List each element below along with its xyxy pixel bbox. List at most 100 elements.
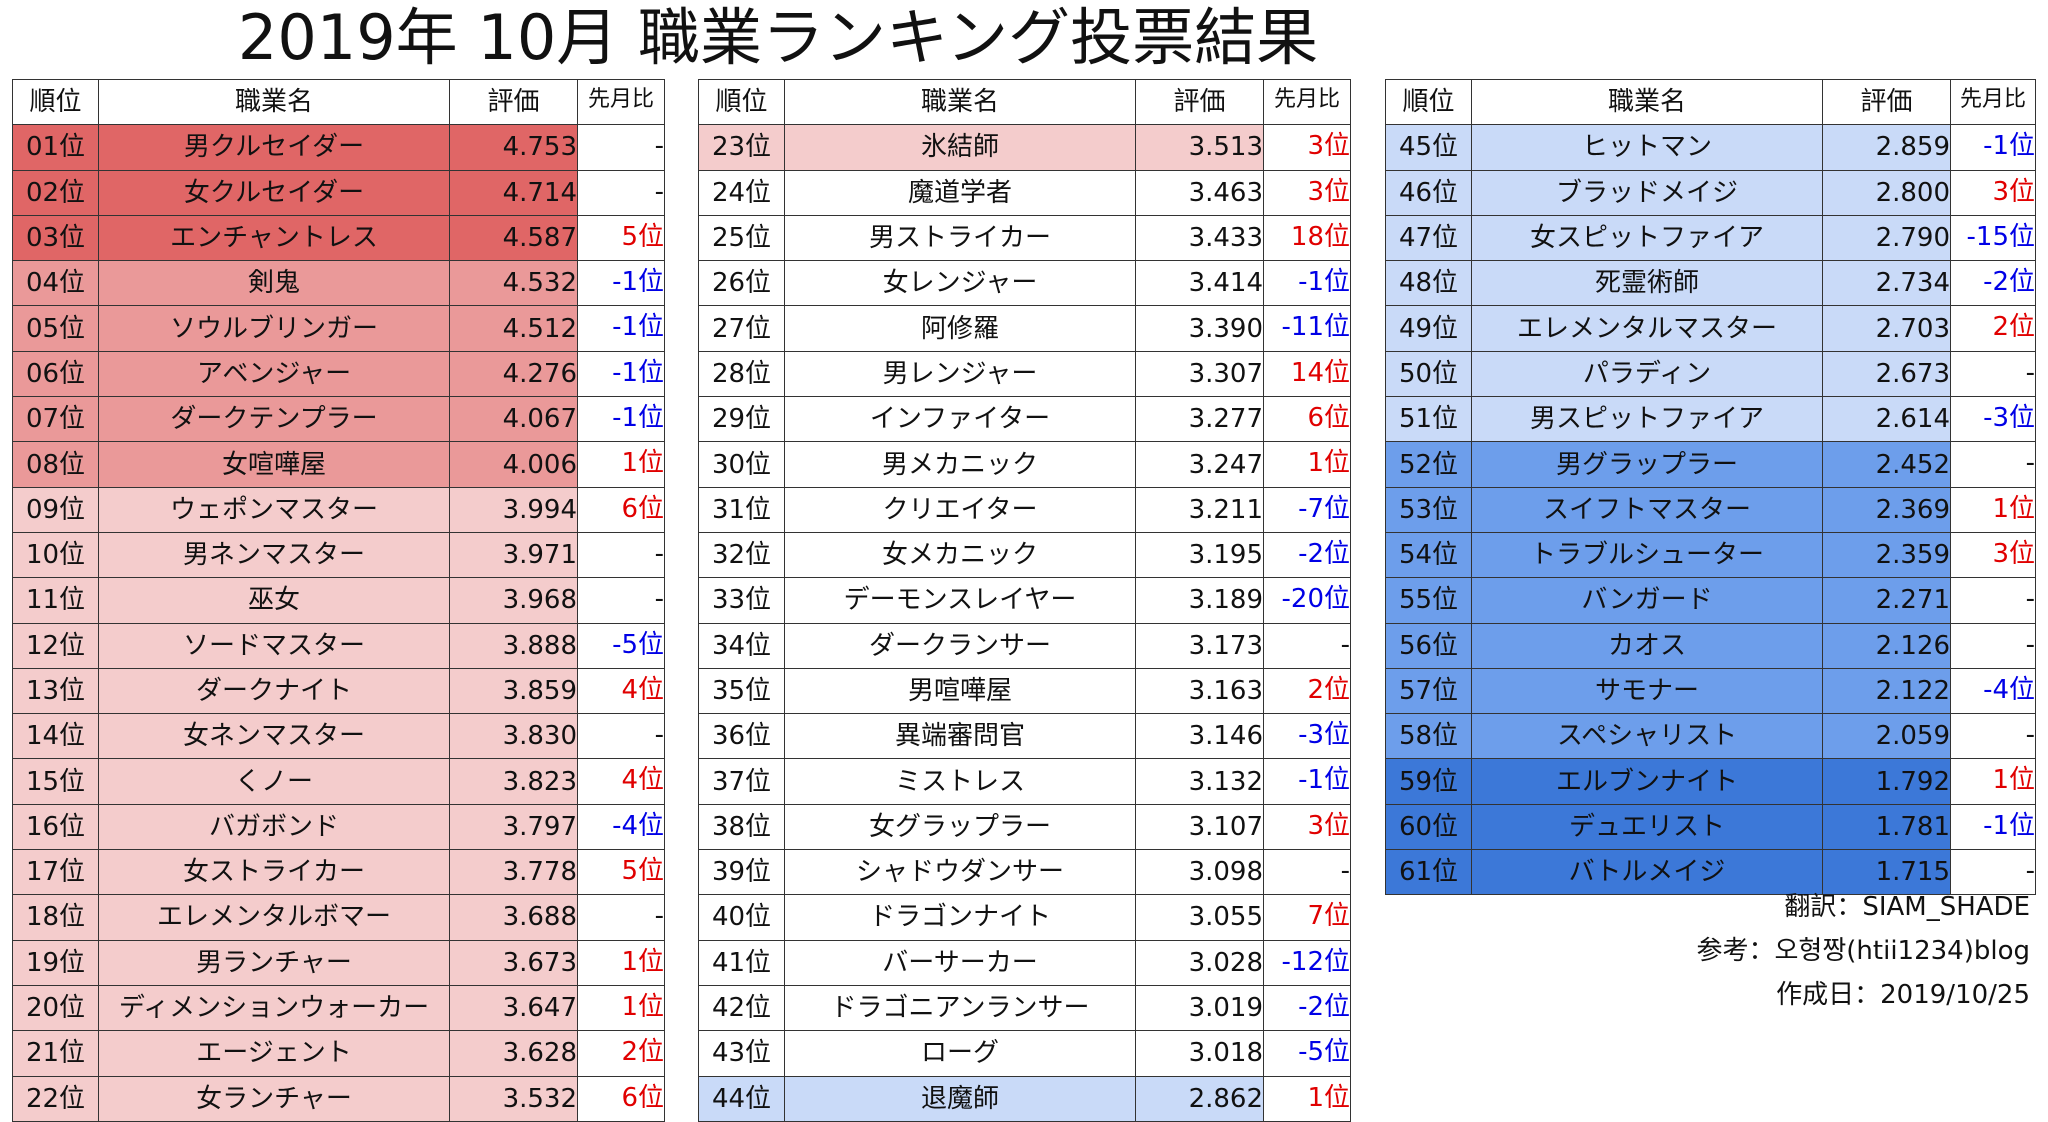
table-row: 40位 ドラゴンナイト 3.055 7位 (698, 894, 1351, 941)
score-cell: 2.790 (1822, 214, 1951, 262)
change-cell: 3位 (1263, 169, 1351, 216)
name-cell: インファイター (784, 396, 1136, 443)
score-cell: 3.195 (1135, 531, 1264, 579)
page-title: 2019年 10月 職業ランキング投票結果 (237, 1, 1319, 74)
name-cell: ディメンションウォーカー (98, 984, 450, 1032)
table-row: 43位 ローグ 3.018 -5位 (698, 1030, 1351, 1077)
change-cell: - (1263, 849, 1351, 896)
score-cell: 2.703 (1822, 305, 1951, 352)
name-cell: 女ランチャー (98, 1075, 450, 1122)
table-row: 44位 退魔師 2.862 1位 (698, 1075, 1351, 1122)
name-cell: エレメンタルマスター (1471, 305, 1823, 352)
name-cell: アベンジャー (98, 350, 450, 398)
name-cell: 異端審問官 (784, 713, 1136, 760)
change-cell: -1位 (1263, 260, 1351, 307)
name-cell: バトルメイジ (1471, 849, 1823, 896)
table-row: 49位 エレメンタルマスター 2.703 2位 (1385, 305, 2036, 352)
score-cell: 3.107 (1135, 803, 1264, 851)
table-row: 46位 ブラッドメイジ 2.800 3位 (1385, 169, 2036, 216)
header-rank: 順位 (1385, 78, 1472, 126)
rank-cell: 34位 (698, 622, 785, 669)
name-cell: エレメンタルボマー (98, 894, 450, 941)
header-score: 評価 (1822, 78, 1951, 126)
table-row: 59位 エルブンナイト 1.792 1位 (1385, 758, 2036, 805)
change-cell: - (1950, 622, 2036, 669)
header-name: 職業名 (784, 78, 1136, 126)
ranking-table-1: 順位 職業名 評価 先月比 01位 男クルセイダー 4.753-02位 女クルセイダー… (12, 78, 665, 1122)
score-cell: 3.888 (449, 622, 578, 669)
change-cell: -1位 (577, 305, 665, 352)
change-cell: -2位 (1263, 531, 1351, 579)
name-cell: 男ランチャー (98, 939, 450, 986)
score-cell: 2.614 (1822, 396, 1951, 443)
table-row: 35位 男喧嘩屋 3.163 2位 (698, 667, 1351, 715)
score-cell: 3.132 (1135, 758, 1264, 805)
rank-cell: 15位 (12, 758, 99, 805)
name-cell: カオス (1471, 622, 1823, 669)
header-rank: 順位 (698, 78, 785, 126)
score-cell: 4.714 (449, 169, 578, 216)
score-cell: 3.211 (1135, 486, 1264, 533)
score-cell: 4.512 (449, 305, 578, 352)
table-row: 33位 デーモンスレイヤー 3.189 -20位 (698, 577, 1351, 624)
change-cell: 6位 (577, 486, 665, 533)
table-row: 52位 男グラップラー 2.452- (1385, 441, 2036, 488)
rank-cell: 19位 (12, 939, 99, 986)
name-cell: 女喧嘩屋 (98, 441, 450, 488)
score-cell: 4.753 (449, 124, 578, 171)
table-row: 23位 氷結師 3.513 3位 (698, 124, 1351, 171)
change-cell: 1位 (1950, 486, 2036, 533)
table-row: 22位 女ランチャー 3.532 6位 (12, 1075, 665, 1122)
score-cell: 2.673 (1822, 350, 1951, 398)
score-cell: 2.126 (1822, 622, 1951, 669)
rank-cell: 17位 (12, 849, 99, 896)
score-cell: 3.146 (1135, 713, 1264, 760)
credits: 翻訳：SIAM_SHADE 参考：오형짱(htii1234)blog 作成日：2… (1385, 885, 2030, 1017)
name-cell: 男喧嘩屋 (784, 667, 1136, 715)
name-cell: ウェポンマスター (98, 486, 450, 533)
change-cell: - (1950, 350, 2036, 398)
score-cell: 3.859 (449, 667, 578, 715)
change-cell: 4位 (577, 667, 665, 715)
table-row: 32位 女メカニック 3.195 -2位 (698, 531, 1351, 579)
table-row: 02位 女クルセイダー 4.714- (12, 169, 665, 216)
score-cell: 3.307 (1135, 350, 1264, 398)
change-cell: 1位 (577, 441, 665, 488)
change-cell: -5位 (1263, 1030, 1351, 1077)
change-cell: - (577, 124, 665, 171)
score-cell: 3.163 (1135, 667, 1264, 715)
table-row: 25位 男ストライカー 3.433 18位 (698, 214, 1351, 262)
score-cell: 2.859 (1822, 124, 1951, 171)
table-row: 13位 ダークナイト 3.859 4位 (12, 667, 665, 715)
header-rank: 順位 (12, 78, 99, 126)
change-cell: 1位 (577, 939, 665, 986)
change-cell: - (1950, 441, 2036, 488)
header-name: 職業名 (1471, 78, 1823, 126)
change-cell: 5位 (577, 214, 665, 262)
table-row: 16位 バガボンド 3.797 -4位 (12, 803, 665, 851)
change-cell: - (1950, 577, 2036, 624)
score-cell: 3.055 (1135, 894, 1264, 941)
change-cell: -12位 (1263, 939, 1351, 986)
rank-cell: 16位 (12, 803, 99, 851)
rank-cell: 28位 (698, 350, 785, 398)
table-header-row: 順位 職業名 評価 先月比 (698, 78, 1351, 126)
rank-cell: 04位 (12, 260, 99, 307)
change-cell: 7位 (1263, 894, 1351, 941)
change-cell: -4位 (577, 803, 665, 851)
change-cell: -1位 (577, 350, 665, 398)
name-cell: 魔道学者 (784, 169, 1136, 216)
rank-cell: 13位 (12, 667, 99, 715)
rank-cell: 10位 (12, 531, 99, 579)
change-cell: -15位 (1950, 214, 2036, 262)
change-cell: - (577, 577, 665, 624)
score-cell: 1.781 (1822, 803, 1951, 851)
change-cell: 3位 (1950, 531, 2036, 579)
score-cell: 3.028 (1135, 939, 1264, 986)
table-row: 03位 エンチャントレス 4.587 5位 (12, 214, 665, 262)
table-header-row: 順位 職業名 評価 先月比 (1385, 78, 2036, 126)
rank-cell: 49位 (1385, 305, 1472, 352)
table-row: 10位 男ネンマスター 3.971- (12, 531, 665, 579)
score-cell: 1.792 (1822, 758, 1951, 805)
score-cell: 3.673 (449, 939, 578, 986)
